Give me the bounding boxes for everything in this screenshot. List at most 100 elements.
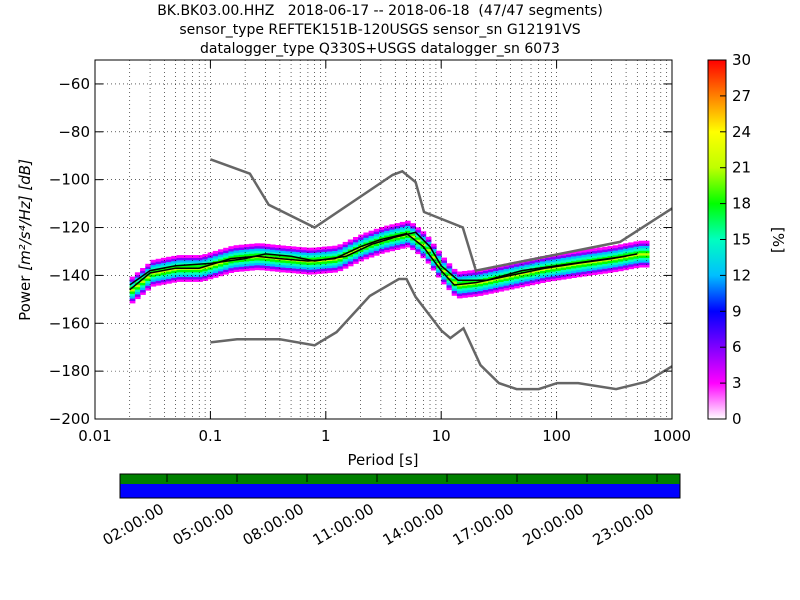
heatmap-cell xyxy=(353,253,359,257)
heatmap-cell xyxy=(623,250,629,254)
heatmap-cell xyxy=(197,269,203,273)
heatmap-cell xyxy=(202,273,209,277)
x-tick-label: 100 xyxy=(542,427,571,445)
heatmap-cell xyxy=(566,271,572,274)
heatmap-cell xyxy=(430,253,437,257)
time-tick-label: 14:00:00 xyxy=(380,500,447,549)
heatmap-cell xyxy=(394,247,401,250)
heatmap-cell xyxy=(441,264,447,268)
heatmap-cell xyxy=(456,276,463,280)
heatmap-cell xyxy=(389,241,396,244)
heatmap-cell xyxy=(254,262,261,266)
heatmap-cell xyxy=(150,283,157,287)
heatmap-cell xyxy=(545,257,551,261)
time-tick-label: 02:00:00 xyxy=(100,500,167,549)
heatmap-cell xyxy=(301,254,307,258)
heatmap-cell xyxy=(269,261,276,265)
heatmap-cell xyxy=(181,259,188,263)
heatmap-cell xyxy=(197,279,203,282)
heatmap-cell xyxy=(597,264,603,268)
heatmap-cell xyxy=(591,267,598,271)
heatmap-cell xyxy=(566,273,572,277)
heatmap-cell xyxy=(285,253,292,256)
heatmap-cell xyxy=(633,241,640,245)
heatmap-cell xyxy=(363,246,370,250)
heatmap-cell xyxy=(207,271,214,275)
heatmap-cell xyxy=(493,285,499,288)
heatmap-cell xyxy=(623,264,629,268)
heatmap-cell xyxy=(446,275,453,279)
heatmap-cell xyxy=(488,286,494,289)
heatmap-cell xyxy=(306,252,312,256)
heatmap-cell xyxy=(591,257,598,261)
heatmap-cell xyxy=(389,245,396,249)
heatmap-cell xyxy=(166,278,172,282)
time-tick-label: 23:00:00 xyxy=(590,500,657,549)
heatmap-cell xyxy=(259,248,266,252)
heatmap-cell xyxy=(451,268,458,272)
heatmap-cell xyxy=(607,248,614,252)
heatmap-cell xyxy=(254,252,261,256)
heatmap-cell xyxy=(498,276,505,280)
colorbar-tick-label: 24 xyxy=(732,123,751,141)
heatmap-cell xyxy=(373,233,380,237)
heatmap-cell xyxy=(633,258,640,262)
heatmap-cell xyxy=(233,250,240,253)
heatmap-cell xyxy=(269,258,276,262)
heatmap-cell xyxy=(332,267,338,271)
heatmap-cell xyxy=(321,246,328,250)
heatmap-cell xyxy=(514,283,520,286)
heatmap-cell xyxy=(150,262,157,266)
heatmap-cell xyxy=(223,264,229,268)
heatmap-cell xyxy=(186,276,193,280)
heatmap-cell xyxy=(244,251,250,255)
heatmap-cell xyxy=(337,268,344,272)
heatmap-cell xyxy=(477,293,484,296)
heatmap-cell xyxy=(259,250,266,254)
heatmap-cell xyxy=(529,265,536,269)
heatmap-cell xyxy=(555,277,562,281)
heatmap-cell xyxy=(628,256,634,260)
heatmap-cell xyxy=(482,289,489,293)
heatmap-cell xyxy=(218,261,224,265)
heatmap-cell xyxy=(311,247,318,251)
heatmap-cell xyxy=(581,256,588,260)
heatmap-cell xyxy=(327,262,333,266)
heatmap-cell xyxy=(295,251,302,255)
heatmap-cell xyxy=(638,262,645,266)
heatmap-cell xyxy=(623,260,629,263)
heatmap-cell xyxy=(171,258,177,262)
heatmap-cell xyxy=(628,261,634,265)
heatmap-cell xyxy=(467,291,473,295)
heatmap-cell xyxy=(295,263,302,267)
heatmap-cell xyxy=(643,259,650,263)
heatmap-cell xyxy=(155,277,162,281)
heatmap-cell xyxy=(456,285,463,289)
heatmap-cell xyxy=(472,288,479,292)
heatmap-cell xyxy=(503,287,510,291)
heatmap-cell xyxy=(550,268,557,272)
heatmap-cell xyxy=(301,264,307,267)
heatmap-cell xyxy=(446,282,453,286)
heatmap-cell xyxy=(550,278,557,282)
heatmap-cell xyxy=(498,283,505,287)
heatmap-cell xyxy=(446,280,453,283)
heatmap-cell xyxy=(160,269,167,273)
heatmap-cell xyxy=(415,232,422,235)
heatmap-cell xyxy=(254,260,261,263)
heatmap-cell xyxy=(285,255,292,259)
heatmap-cell xyxy=(623,252,629,256)
heatmap-cell xyxy=(207,252,214,256)
heatmap-cell xyxy=(399,243,406,247)
heatmap-cell xyxy=(368,237,375,241)
heatmap-cell xyxy=(176,259,183,263)
heatmap-cell xyxy=(410,223,416,227)
heatmap-cell xyxy=(451,285,458,289)
heatmap-cell xyxy=(617,268,624,272)
heatmap-cell xyxy=(519,267,525,271)
heatmap-cell xyxy=(280,255,286,258)
heatmap-cell xyxy=(311,257,318,260)
heatmap-cell xyxy=(456,288,463,292)
heatmap-cell xyxy=(218,263,224,267)
heatmap-cell xyxy=(586,272,593,276)
